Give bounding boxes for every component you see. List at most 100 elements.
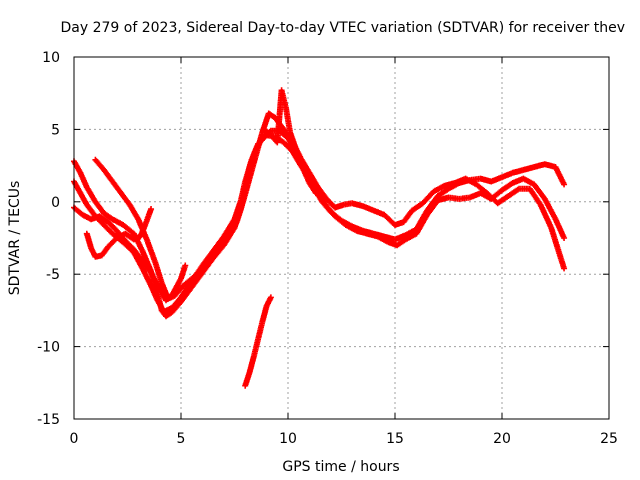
data-point-marker xyxy=(280,139,295,153)
data-point-marker xyxy=(419,190,436,207)
y-tick-label: 0 xyxy=(51,195,60,211)
data-point-marker xyxy=(323,203,337,218)
data-point-marker xyxy=(561,265,568,272)
data-point-marker xyxy=(92,198,106,216)
data-point-marker xyxy=(265,110,277,120)
data-point-marker xyxy=(163,292,175,304)
data-point-marker xyxy=(105,236,119,250)
data-point-marker xyxy=(250,338,261,360)
tick-labels: 0 5 10 15 20 25 -15 -10 -5 0 5 10 xyxy=(37,50,618,447)
data-point-marker xyxy=(400,208,415,226)
data-point-marker xyxy=(541,195,558,221)
data-point-marker xyxy=(315,184,329,201)
data-point-marker xyxy=(537,201,554,230)
data-point-marker xyxy=(101,166,115,184)
data-point-marker xyxy=(163,309,175,320)
data-point-marker xyxy=(190,263,207,281)
data-point-marker xyxy=(210,234,226,254)
data-point-marker xyxy=(220,217,237,240)
data-point-marker xyxy=(306,169,321,189)
y-tick-label: -5 xyxy=(46,267,60,283)
y-tick-label: -10 xyxy=(37,340,60,356)
data-point-marker xyxy=(109,216,125,228)
data-point-marker xyxy=(180,275,196,289)
data-point-marker xyxy=(332,213,348,227)
data-point-marker xyxy=(252,131,265,159)
data-point-marker xyxy=(139,258,154,275)
data-point-marker xyxy=(278,87,289,109)
data-series-track-5 xyxy=(83,206,155,260)
data-point-marker xyxy=(152,259,165,285)
data-point-marker xyxy=(494,193,511,207)
data-point-marker xyxy=(139,265,154,288)
data-point-marker xyxy=(148,269,162,291)
data-point-marker xyxy=(122,237,136,252)
data-point-marker xyxy=(178,279,194,301)
x-axis-label: GPS time / hours xyxy=(282,459,399,475)
data-point-marker xyxy=(98,244,111,259)
data-series-track-4 xyxy=(71,204,189,304)
x-tick-label: 10 xyxy=(279,431,297,447)
data-point-marker xyxy=(434,186,451,199)
x-tick-label: 25 xyxy=(600,431,618,447)
data-point-marker xyxy=(259,304,270,325)
data-point-marker xyxy=(130,246,145,263)
data-point-marker xyxy=(222,220,239,243)
data-point-marker xyxy=(101,222,115,236)
y-tick-label: -15 xyxy=(37,412,60,428)
data-markers xyxy=(71,87,568,389)
data-point-marker xyxy=(171,284,186,299)
data-point-marker xyxy=(394,237,408,249)
data-point-marker xyxy=(169,277,184,298)
data-point-marker xyxy=(101,210,115,222)
data-series-track-6 xyxy=(261,87,319,197)
data-point-marker xyxy=(306,180,318,195)
data-point-marker xyxy=(293,148,306,170)
data-point-marker xyxy=(158,279,171,301)
data-point-marker xyxy=(182,262,189,269)
data-point-marker xyxy=(255,320,265,343)
data-point-marker xyxy=(201,252,218,269)
data-point-marker xyxy=(499,180,515,194)
y-axis-label: SDTVAR / TECUs xyxy=(7,181,23,296)
data-point-marker xyxy=(526,185,543,207)
data-point-marker xyxy=(287,129,299,153)
x-tick-label: 20 xyxy=(493,431,511,447)
data-point-marker xyxy=(143,236,158,264)
data-point-marker xyxy=(312,190,319,197)
data-point-marker xyxy=(282,104,293,134)
data-point-marker xyxy=(83,184,98,204)
x-tick-label: 15 xyxy=(386,431,404,447)
data-point-marker xyxy=(548,224,561,250)
data-point-marker xyxy=(413,213,430,237)
data-point-marker xyxy=(473,181,489,195)
data-point-marker xyxy=(561,235,568,241)
plot-frame xyxy=(73,56,610,420)
x-tick-label: 0 xyxy=(70,431,79,447)
data-point-marker xyxy=(105,219,119,233)
data-point-marker xyxy=(83,201,98,218)
data-point-marker xyxy=(267,294,274,301)
y-tick-label: 5 xyxy=(51,122,60,138)
data-point-marker xyxy=(552,164,567,186)
data-point-marker xyxy=(240,177,252,205)
data-point-marker xyxy=(212,237,228,257)
data-point-marker xyxy=(561,181,568,188)
data-point-marker xyxy=(118,190,132,207)
y-tick-label: 10 xyxy=(42,50,60,66)
data-point-marker xyxy=(554,245,567,270)
data-point-marker xyxy=(169,300,183,315)
data-point-marker xyxy=(169,295,183,311)
data-point-marker xyxy=(342,222,358,233)
data-point-marker xyxy=(233,200,246,226)
data-point-marker xyxy=(246,154,259,182)
data-point-marker xyxy=(552,216,567,240)
data-point-marker xyxy=(531,181,547,201)
data-point-marker xyxy=(120,222,136,236)
data-point-marker xyxy=(96,213,110,225)
data-point-marker xyxy=(409,201,425,214)
data-series-track-7 xyxy=(242,294,274,389)
data-point-marker xyxy=(109,178,124,195)
